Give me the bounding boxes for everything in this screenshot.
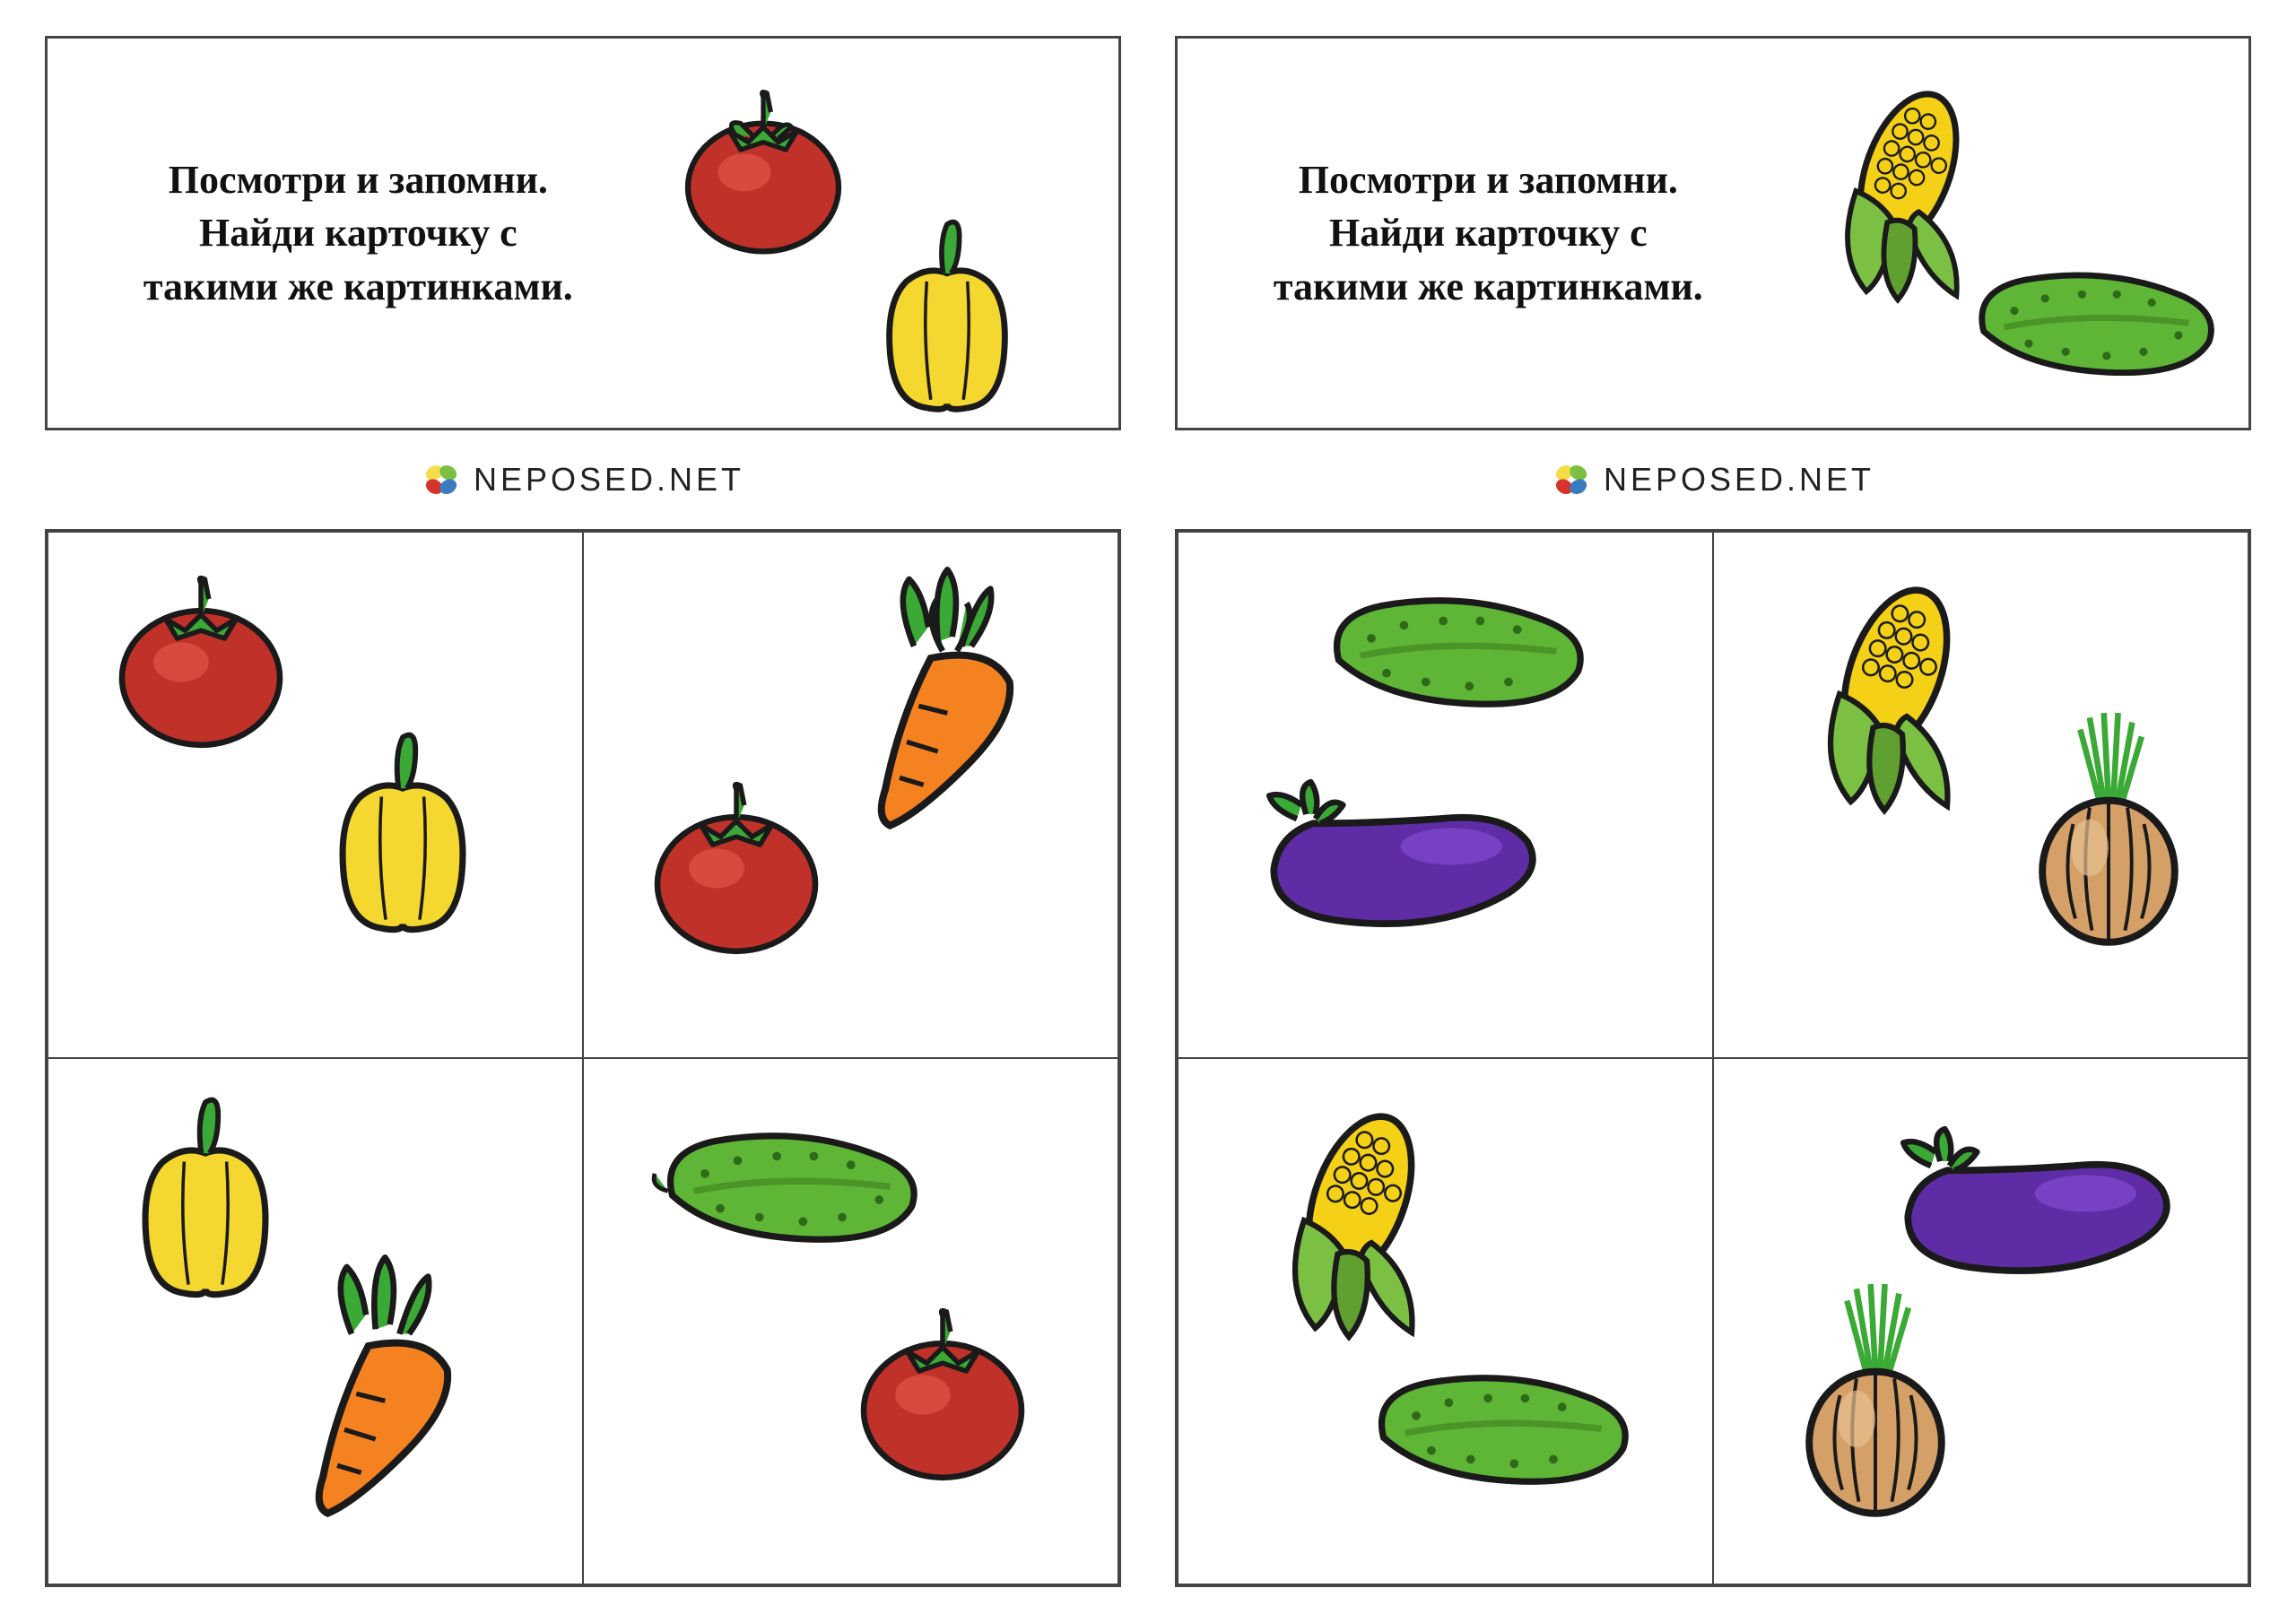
instruction-text: Посмотри и запомни.Найди карточку стаким… xyxy=(1213,153,1763,313)
eggplant-icon xyxy=(1232,748,1555,945)
cell-right-2 xyxy=(1178,1058,1713,1584)
cell-left-2 xyxy=(48,1058,583,1584)
tomato-icon xyxy=(93,560,309,757)
cucumber-icon xyxy=(1295,568,1600,730)
cucumber-icon xyxy=(1943,245,2230,397)
tomato-icon xyxy=(660,74,866,263)
instruction-text: Посмотри и запомни.Найди карточку стаким… xyxy=(83,153,633,313)
pepper-icon xyxy=(291,712,515,945)
brand-left: NEPOSED.NET xyxy=(45,448,1121,511)
tomato-icon xyxy=(629,766,844,963)
carrot-icon xyxy=(817,551,1068,838)
brand-text: NEPOSED.NET xyxy=(1604,461,1874,499)
logo-icon xyxy=(1552,460,1591,499)
panel-left: Посмотри и запомни.Найди карточку стаким… xyxy=(45,36,1121,1587)
cell-left-0 xyxy=(48,532,583,1058)
onion-icon xyxy=(2010,694,2207,954)
logo-icon xyxy=(422,460,461,499)
panel-right: Посмотри и запомни.Найди карточку стаким… xyxy=(1175,36,2251,1587)
top-images-right xyxy=(1763,65,2213,401)
cell-left-1 xyxy=(583,532,1118,1058)
cell-right-3 xyxy=(1713,1058,2248,1584)
cell-right-1 xyxy=(1713,532,2248,1058)
cell-left-3 xyxy=(583,1058,1118,1584)
brand-text: NEPOSED.NET xyxy=(474,461,744,499)
cucumber-icon xyxy=(629,1104,934,1265)
top-card-left: Посмотри и запомни.Найди карточку стаким… xyxy=(45,36,1121,430)
corn-icon xyxy=(1232,1086,1465,1355)
grid-right xyxy=(1175,529,2251,1587)
top-images-left xyxy=(633,65,1083,401)
grid-left xyxy=(45,529,1121,1587)
pepper-icon xyxy=(839,200,1055,424)
top-card-right: Посмотри и запомни.Найди карточку стаким… xyxy=(1175,36,2251,430)
eggplant-icon xyxy=(1866,1095,2189,1292)
cell-right-0 xyxy=(1178,532,1713,1058)
onion-icon xyxy=(1777,1265,1974,1525)
brand-right: NEPOSED.NET xyxy=(1175,448,2251,511)
carrot-icon xyxy=(255,1238,506,1525)
tomato-icon xyxy=(835,1292,1050,1489)
corn-icon xyxy=(1768,560,2001,829)
cucumber-icon xyxy=(1340,1346,1645,1507)
